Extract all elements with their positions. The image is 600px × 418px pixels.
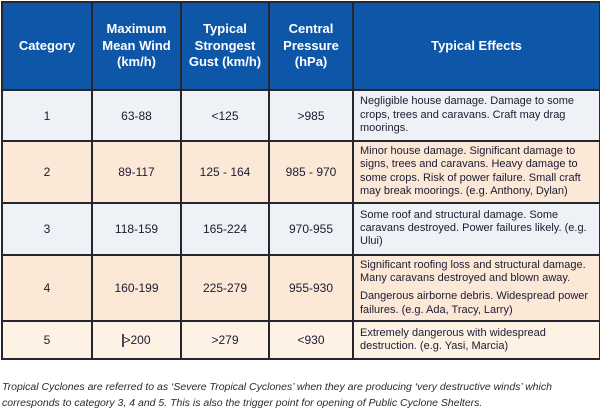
cell-max-mean-wind-value: 160-199 bbox=[114, 280, 159, 295]
table-row: 3 118-159 165-224 970-955 Some roof and stru… bbox=[1, 201, 600, 256]
cell-category: 2 bbox=[1, 140, 93, 204]
cell-central-pressure: >985 bbox=[268, 89, 354, 142]
cell-category: 5 bbox=[1, 320, 93, 361]
footnote-text: Tropical Cyclones are referred to as ‘Se… bbox=[2, 381, 552, 410]
table-body: 1 63-88 <125 >985 Negligible house damage. D… bbox=[1, 89, 600, 361]
cell-central-pressure: 955-930 bbox=[268, 253, 354, 323]
cell-central-pressure-value: 955-930 bbox=[288, 280, 334, 295]
cell-category-value: 4 bbox=[43, 280, 51, 295]
cell-max-mean-wind: 118-159 bbox=[91, 201, 182, 256]
cell-max-mean-wind: 89-117 bbox=[91, 140, 182, 204]
cell-strongest-gust: <125 bbox=[180, 89, 270, 142]
effects-paragraph: Dangerous airborne debris. Widespread po… bbox=[360, 290, 589, 316]
cell-category: 4 bbox=[1, 253, 93, 323]
cell-category-value: 3 bbox=[43, 221, 51, 236]
effects-paragraph: Minor house damage. Significant damage t… bbox=[360, 145, 581, 198]
cell-central-pressure-value: 985 - 970 bbox=[285, 164, 337, 179]
cell-typical-effects: Extremely dangerous with widespread dest… bbox=[352, 320, 600, 361]
cell-category-value: 5 bbox=[43, 333, 51, 348]
cell-max-mean-wind-value: 89-117 bbox=[118, 164, 155, 179]
header-central-pressure: Central Pressure (hPa) bbox=[268, 1, 354, 91]
cell-strongest-gust-value: 165-224 bbox=[202, 221, 248, 236]
effects-paragraph: Significant roofing loss and structural … bbox=[360, 258, 586, 285]
table-row: 1 63-88 <125 >985 Negligible house damage. D… bbox=[1, 89, 600, 142]
cell-max-mean-wind: 63-88 bbox=[91, 89, 182, 142]
cell-max-mean-wind-value: >200 bbox=[123, 333, 151, 348]
cell-category-value: 1 bbox=[43, 108, 51, 123]
cell-strongest-gust: 165-224 bbox=[180, 201, 270, 256]
effects-paragraph: Some roof and structural damage. Some ca… bbox=[360, 208, 587, 248]
cell-typical-effects: Significant roofing loss and structural … bbox=[352, 253, 600, 323]
cell-central-pressure-value: >985 bbox=[297, 108, 325, 123]
cell-max-mean-wind: 160-199 bbox=[91, 253, 182, 323]
table-row: 2 89-117 125 - 164 985 - 970 Minor house dam… bbox=[1, 140, 600, 204]
cell-central-pressure: <930 bbox=[268, 320, 354, 361]
cell-max-mean-wind-value: 63-88 bbox=[121, 108, 152, 123]
cell-max-mean-wind: >200 bbox=[91, 320, 182, 361]
table-header: Category Maximum Mean Wind (km/h) Typica… bbox=[1, 1, 600, 91]
cell-category: 1 bbox=[1, 89, 93, 142]
effects-paragraph: Negligible house damage. Damage to some … bbox=[360, 95, 575, 135]
cell-typical-effects: Minor house damage. Significant damage t… bbox=[352, 140, 600, 204]
text-cursor-artifact bbox=[122, 334, 125, 348]
header-category: Category bbox=[1, 1, 93, 91]
cyclone-category-table-container: Category Maximum Mean Wind (km/h) Typica… bbox=[1, 1, 600, 361]
cell-typical-effects: Negligible house damage. Damage to some … bbox=[352, 89, 600, 142]
cell-category-value: 2 bbox=[43, 164, 51, 179]
header-row: Category Maximum Mean Wind (km/h) Typica… bbox=[1, 1, 600, 91]
cell-central-pressure-value: <930 bbox=[297, 333, 325, 348]
cell-strongest-gust: 125 - 164 bbox=[180, 140, 270, 204]
cell-central-pressure: 985 - 970 bbox=[268, 140, 354, 204]
cell-central-pressure: 970-955 bbox=[268, 201, 354, 256]
header-typical-effects: Typical Effects bbox=[352, 1, 600, 91]
table-row: 5 >200 >279 <930 Extremely dangerous with wi… bbox=[1, 320, 600, 361]
cell-strongest-gust-value: >279 bbox=[211, 333, 239, 348]
effects-paragraph: Extremely dangerous with widespread dest… bbox=[360, 326, 546, 353]
table-row: 4 160-199 225-279 955-930 Significant roofin… bbox=[1, 253, 600, 323]
cell-strongest-gust-value: 125 - 164 bbox=[199, 164, 251, 179]
cell-strongest-gust: 225-279 bbox=[180, 253, 270, 323]
cell-strongest-gust-value: 225-279 bbox=[202, 280, 248, 295]
cell-max-mean-wind-value: 118-159 bbox=[114, 221, 159, 236]
cell-strongest-gust: >279 bbox=[180, 320, 270, 361]
header-max-mean-wind: Maximum Mean Wind (km/h) bbox=[91, 1, 182, 91]
cell-strongest-gust-value: <125 bbox=[211, 108, 239, 123]
cell-category: 3 bbox=[1, 201, 93, 256]
cyclone-category-table: Category Maximum Mean Wind (km/h) Typica… bbox=[1, 1, 600, 361]
cell-central-pressure-value: 970-955 bbox=[288, 221, 334, 236]
cell-typical-effects: Some roof and structural damage. Some ca… bbox=[352, 201, 600, 256]
header-strongest-gust: Typical Strongest Gust (km/h) bbox=[180, 1, 270, 91]
